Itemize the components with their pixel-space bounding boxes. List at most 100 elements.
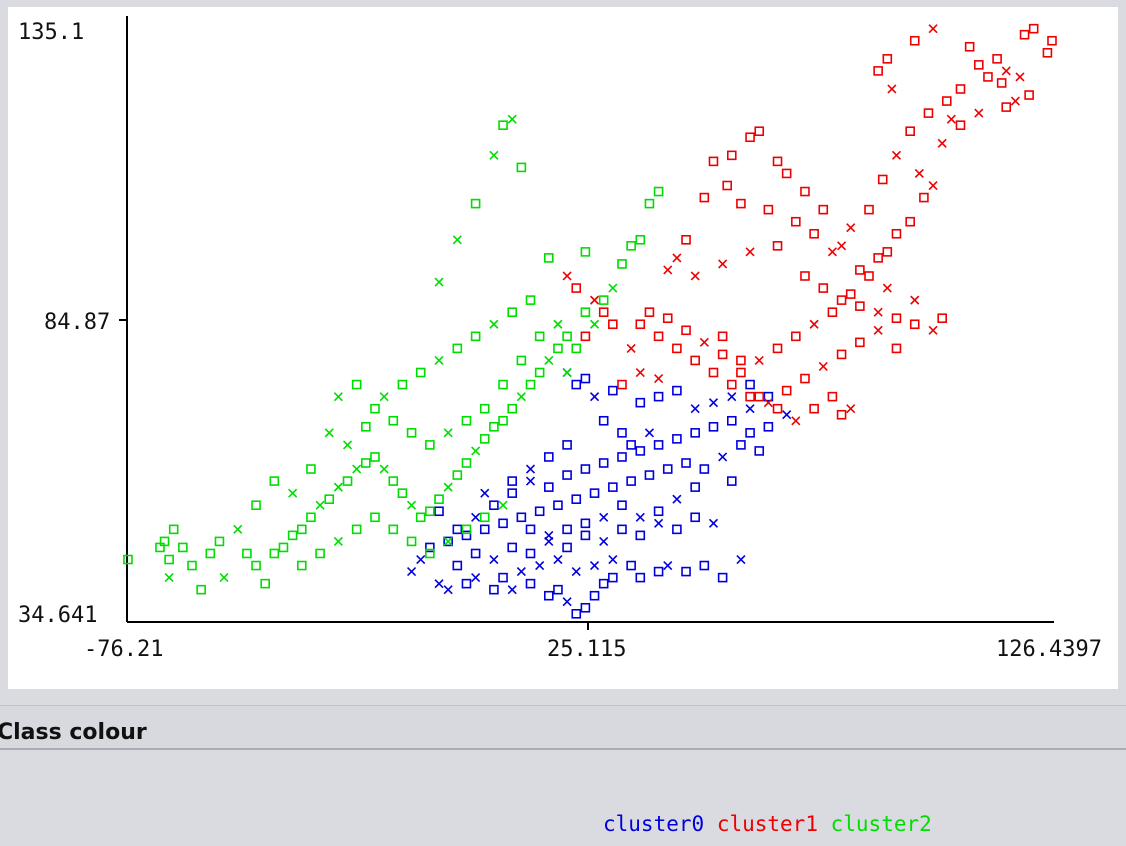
data-point-cluster1 [772,343,783,354]
data-point-cluster2 [461,415,472,426]
data-point-cluster1 [690,355,700,366]
data-point-cluster1 [635,367,645,378]
data-point-cluster0 [598,458,609,468]
data-point-cluster2 [324,428,334,438]
data-point-cluster1 [905,216,915,227]
data-point-cluster1 [745,391,755,402]
data-point-cluster2 [352,464,362,474]
data-point-cluster0 [717,572,728,583]
data-point-cluster0 [617,524,627,535]
data-point-cluster2 [479,434,490,444]
data-point-cluster0 [635,530,646,541]
data-point-cluster2 [278,542,289,553]
data-point-cluster0 [690,482,700,492]
data-point-cluster2 [178,542,188,553]
data-point-cluster1 [722,180,733,191]
data-point-cluster2 [397,379,408,390]
data-point-cluster1 [855,265,865,275]
data-point-cluster2 [361,422,371,432]
data-point-cluster2 [598,295,609,305]
data-point-cluster1 [708,367,719,378]
data-point-cluster1 [809,319,819,329]
data-point-cluster2 [471,446,481,456]
data-point-cluster1 [891,343,902,354]
data-point-cluster2 [205,548,216,559]
data-point-cluster1 [754,355,764,366]
data-point-cluster0 [489,500,499,511]
data-point-cluster2 [333,536,343,546]
data-point-cluster2 [296,560,307,571]
data-points [123,23,1057,619]
data-point-cluster2 [123,554,133,565]
data-point-cluster1 [937,313,948,324]
data-point-cluster2 [434,277,444,287]
data-point-cluster0 [617,428,627,438]
data-point-cluster0 [699,464,710,474]
legend-item-cluster2[interactable]: cluster2 [830,812,932,836]
data-point-cluster1 [846,223,856,233]
data-point-cluster2 [407,500,417,510]
data-point-cluster2 [507,114,517,124]
data-point-cluster1 [589,295,600,305]
data-point-cluster2 [489,150,499,160]
data-point-cluster1 [791,416,801,426]
data-point-cluster2 [406,536,417,547]
legend-item-cluster0[interactable]: cluster0 [603,812,705,836]
data-point-cluster0 [708,422,719,432]
data-point-cluster1 [910,295,920,305]
data-point-cluster1 [763,398,773,408]
data-point-cluster2 [571,343,582,354]
data-point-cluster1 [672,343,682,354]
data-point-cluster0 [672,385,682,396]
data-point-cluster1 [608,319,618,330]
data-point-cluster0 [608,385,618,396]
data-point-cluster1 [745,132,755,143]
data-point-cluster2 [461,524,472,535]
data-point-cluster0 [726,415,737,426]
data-point-cluster0 [727,392,737,402]
data-point-cluster1 [699,337,709,347]
data-point-cluster1 [1001,102,1012,112]
data-point-cluster0 [672,434,682,444]
data-point-cluster1 [1001,66,1011,76]
data-point-cluster1 [754,126,765,137]
data-point-cluster1 [864,204,874,215]
data-point-cluster1 [663,265,673,275]
data-point-cluster0 [782,410,792,420]
data-point-cluster1 [1028,23,1039,34]
data-point-cluster0 [443,585,453,595]
data-point-cluster0 [598,578,609,589]
data-point-cluster0 [718,452,728,462]
data-point-cluster1 [800,186,810,197]
data-point-cluster1 [974,108,984,118]
data-point-cluster2 [168,524,179,535]
data-point-cluster2 [342,476,353,486]
data-point-cluster2 [370,403,380,414]
data-point-cluster0 [461,530,472,541]
scatter-plot-panel: 135.1 84.87 34.641 -76.21 25.115 126.439… [8,7,1118,689]
data-point-cluster0 [708,518,719,528]
data-point-cluster2 [498,120,508,130]
data-point-cluster1 [909,35,920,46]
data-point-cluster2 [388,476,399,486]
data-point-cluster1 [571,283,582,293]
data-point-cluster2 [461,458,472,468]
data-point-cluster2 [187,560,197,571]
data-point-cluster0 [654,518,664,528]
data-point-cluster1 [855,337,865,348]
data-point-cluster0 [736,554,746,565]
data-point-cluster1 [909,319,920,330]
data-point-cluster0 [571,494,582,504]
data-point-cluster2 [516,355,527,366]
data-point-cluster2 [306,464,316,474]
data-point-cluster2 [296,524,307,535]
data-point-cluster1 [809,403,819,414]
data-point-cluster0 [617,500,627,511]
data-point-cluster2 [333,482,343,492]
data-point-cluster2 [452,235,462,245]
data-point-cluster2 [425,548,435,559]
data-point-cluster0 [589,392,600,402]
legend-item-cluster1[interactable]: cluster1 [716,812,818,836]
data-point-cluster2 [260,578,270,589]
data-point-cluster2 [370,452,380,462]
